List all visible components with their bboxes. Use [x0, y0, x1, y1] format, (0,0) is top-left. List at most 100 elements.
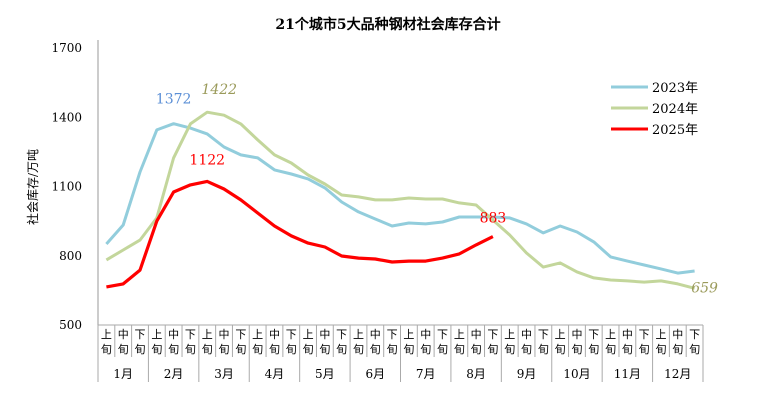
x-tick-char: 旬: [420, 343, 431, 356]
y-tick-label: 500: [59, 318, 82, 332]
x-tick-label: 下旬: [185, 328, 196, 356]
x-tick-label: 下旬: [588, 328, 599, 356]
month-label: 9月: [517, 367, 537, 381]
x-tick-char: 上: [252, 328, 263, 341]
month-label: 2月: [164, 367, 184, 381]
x-tick-char: 旬: [135, 343, 146, 356]
x-tick-char: 下: [185, 328, 196, 341]
x-tick-label: 下旬: [286, 328, 297, 356]
x-tick-char: 下: [538, 328, 549, 341]
x-tick-label: 中旬: [622, 328, 633, 356]
x-tick-label: 中旬: [471, 328, 482, 356]
month-label: 12月: [664, 367, 691, 381]
x-tick-char: 旬: [521, 343, 532, 356]
x-tick-char: 旬: [219, 343, 230, 356]
x-tick-char: 中: [571, 328, 582, 341]
x-tick-char: 中: [521, 328, 532, 341]
x-tick-label: 上旬: [454, 328, 465, 356]
x-tick-char: 上: [353, 328, 364, 341]
x-tick-char: 旬: [336, 343, 347, 356]
x-tick-char: 旬: [605, 343, 616, 356]
series-line-2024年: [105, 110, 695, 290]
x-tick-char: 旬: [504, 343, 515, 356]
x-tick-label: 下旬: [487, 328, 498, 356]
x-tick-label: 上旬: [403, 328, 414, 356]
x-tick-char: 中: [219, 328, 230, 341]
y-tick-label: 1400: [51, 110, 82, 124]
x-tick-char: 上: [504, 328, 515, 341]
x-tick-char: 上: [101, 328, 112, 341]
chart-title: 21个城市5大品种钢材社会库存合计: [275, 16, 500, 33]
x-tick-char: 中: [118, 328, 129, 341]
x-tick-char: 旬: [168, 343, 179, 356]
series-line-2025年: [106, 179, 494, 289]
x-tick-char: 旬: [639, 343, 650, 356]
x-tick-label: 下旬: [336, 328, 347, 356]
month-label: 4月: [265, 367, 285, 381]
x-tick-char: 旬: [252, 343, 263, 356]
x-tick-label: 下旬: [689, 328, 700, 356]
x-tick-char: 下: [387, 328, 398, 341]
x-tick-char: 旬: [437, 343, 448, 356]
data-label: 883: [480, 211, 507, 227]
x-tick-char: 旬: [353, 343, 364, 356]
x-tick-char: 旬: [689, 343, 700, 356]
x-tick-char: 上: [555, 328, 566, 341]
x-tick-char: 下: [487, 328, 498, 341]
x-tick-char: 旬: [672, 343, 683, 356]
month-label: 10月: [563, 367, 590, 381]
x-tick-char: 中: [622, 328, 633, 341]
x-tick-label: 中旬: [370, 328, 381, 356]
x-tick-label: 中旬: [168, 328, 179, 356]
x-tick-char: 旬: [235, 343, 246, 356]
x-tick-label: 上旬: [303, 328, 314, 356]
x-tick-char: 上: [151, 328, 162, 341]
x-tick-char: 旬: [303, 343, 314, 356]
x-tick-char: 旬: [202, 343, 213, 356]
x-tick-label: 上旬: [655, 328, 666, 356]
x-tick-char: 下: [639, 328, 650, 341]
x-tick-char: 上: [454, 328, 465, 341]
x-tick-label: 中旬: [219, 328, 230, 356]
month-label: 1月: [113, 367, 133, 381]
x-tick-label: 下旬: [437, 328, 448, 356]
x-tick-label: 中旬: [319, 328, 330, 356]
data-labels: 1372 1422 1122 883 659: [156, 82, 718, 296]
legend-item: 2023年: [611, 81, 698, 96]
data-label: 1372: [156, 92, 192, 108]
x-tick-label: 上旬: [605, 328, 616, 356]
legend: 2023年 2024年 2025年: [611, 81, 698, 138]
y-tick-label: 1700: [51, 41, 82, 55]
legend-label: 2023年: [652, 81, 698, 96]
legend-item: 2025年: [611, 123, 698, 138]
x-tick-char: 旬: [571, 343, 582, 356]
data-label: 659: [691, 280, 718, 296]
x-tick-char: 旬: [185, 343, 196, 356]
x-tick-char: 旬: [403, 343, 414, 356]
series-line-2023年: [105, 122, 695, 275]
x-tick-char: 旬: [487, 343, 498, 356]
x-tick-char: 上: [605, 328, 616, 341]
x-tick-char: 旬: [387, 343, 398, 356]
x-tick-label: 中旬: [571, 328, 582, 356]
legend-item: 2024年: [611, 102, 698, 117]
x-tick-char: 旬: [471, 343, 482, 356]
legend-label: 2024年: [652, 102, 698, 117]
x-tick-label: 上旬: [555, 328, 566, 356]
x-tick-char: 旬: [269, 343, 280, 356]
month-label: 7月: [416, 367, 436, 381]
x-tick-char: 旬: [101, 343, 112, 356]
x-tick-char: 旬: [151, 343, 162, 356]
legend-label: 2025年: [652, 123, 698, 138]
x-tick-char: 中: [168, 328, 179, 341]
x-tick-char: 中: [672, 328, 683, 341]
x-tick-char: 下: [437, 328, 448, 341]
series-lines: [105, 110, 695, 290]
x-tick-label: 上旬: [252, 328, 263, 356]
x-axis-table: 上旬中旬下旬上旬中旬下旬上旬中旬下旬上旬中旬下旬上旬中旬下旬上旬中旬下旬上旬中旬…: [97, 324, 704, 382]
x-tick-label: 下旬: [538, 328, 549, 356]
x-tick-char: 下: [336, 328, 347, 341]
x-tick-char: 上: [303, 328, 314, 341]
x-tick-char: 旬: [588, 343, 599, 356]
